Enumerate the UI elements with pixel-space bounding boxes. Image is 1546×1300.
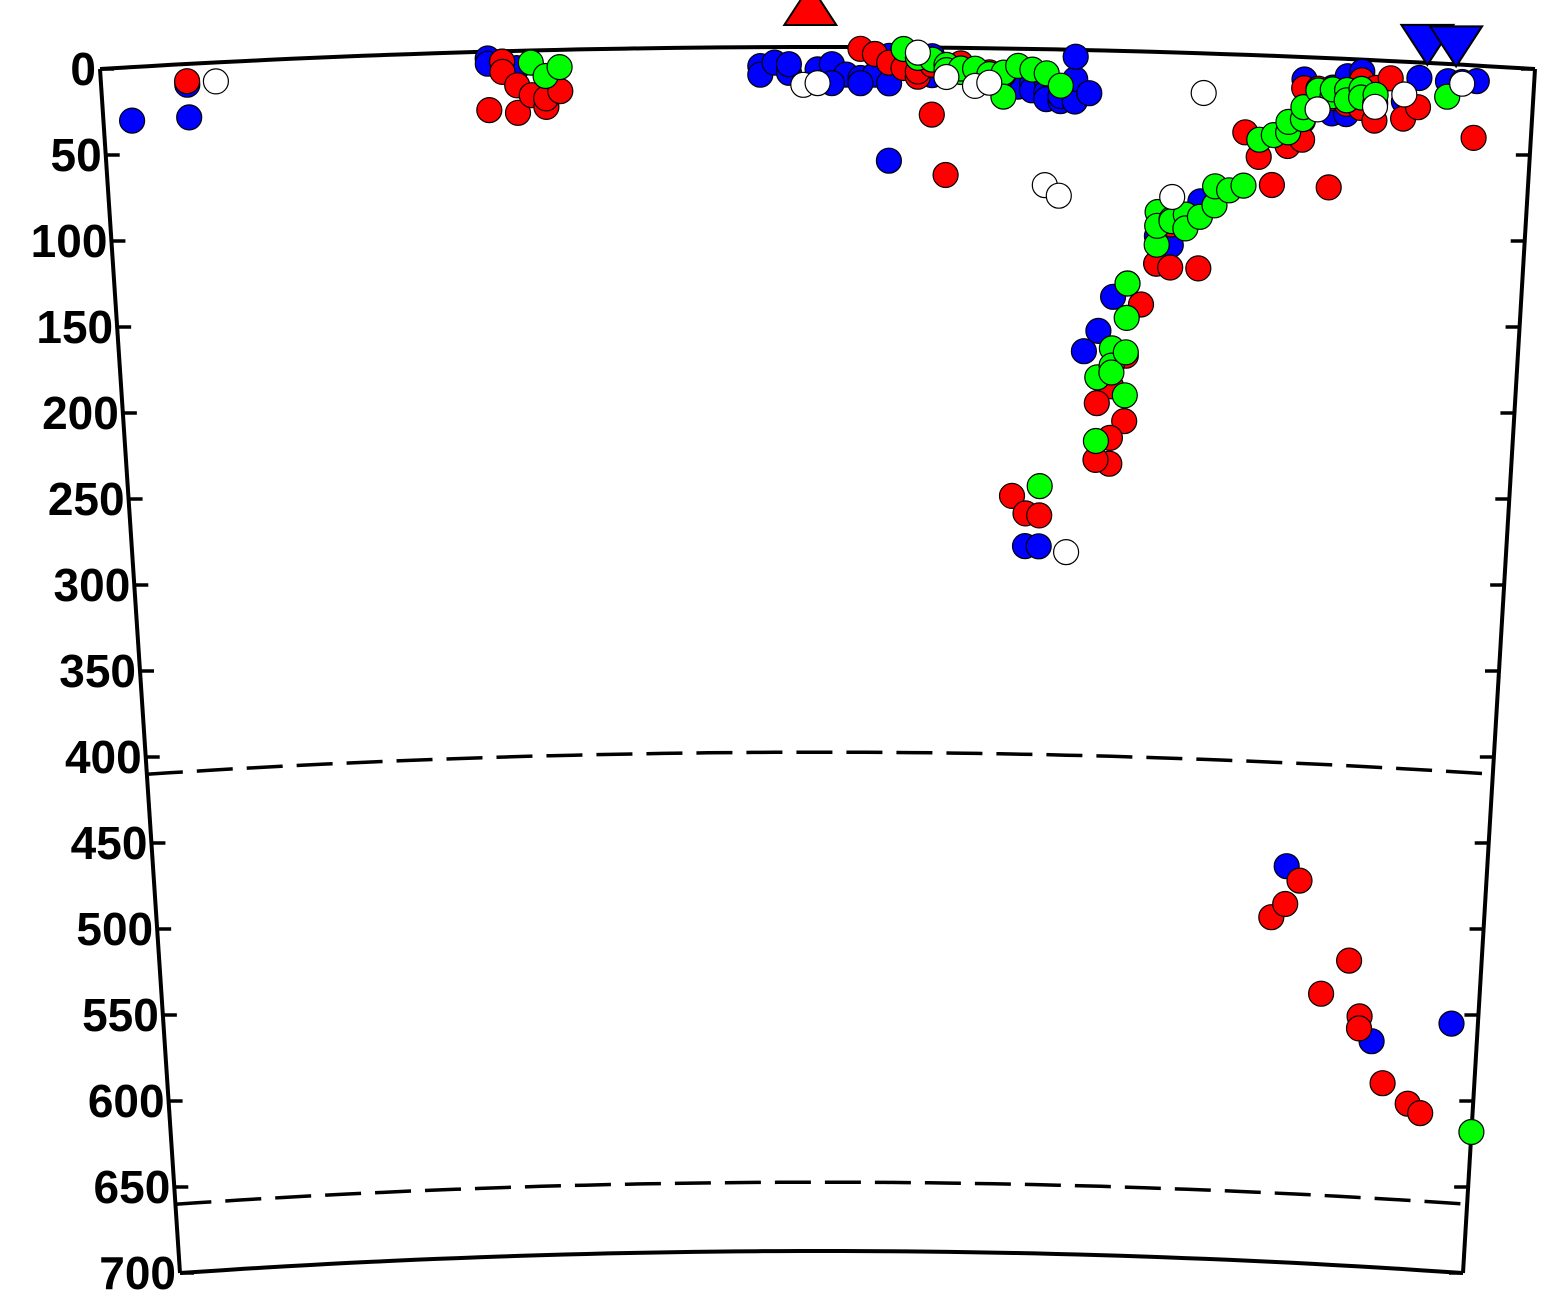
hypocenter-point — [1304, 96, 1331, 123]
hypocenter-point — [119, 107, 146, 134]
hypocenter-point — [1098, 359, 1125, 386]
hypocenter-point — [1070, 338, 1098, 365]
depth-tick-label: 50 — [51, 129, 102, 181]
hypocenter-point — [1114, 270, 1141, 297]
surface-markers — [782, 0, 1484, 69]
hypocenter-point — [1460, 124, 1487, 151]
hypocenter-point — [918, 101, 945, 128]
hypocenter-point — [932, 161, 959, 189]
mantle-discontinuities — [146, 750, 1493, 1206]
hypocenter-point — [1076, 80, 1103, 107]
hypocenter-point — [1082, 427, 1110, 455]
hypocenter-point — [1335, 947, 1363, 974]
hypocenter-point — [775, 51, 803, 78]
hypocenter-point — [1286, 867, 1313, 894]
bottom-line — [179, 1249, 1464, 1275]
hypocenter-point — [1185, 255, 1212, 282]
hypocenter-point — [1345, 1015, 1373, 1042]
depth-tick-label: 550 — [82, 989, 159, 1041]
hypocenter-point — [1085, 317, 1112, 344]
hypocenter-point — [1026, 473, 1053, 500]
hypocenter-point — [1112, 339, 1139, 366]
hypocenter-point — [804, 69, 831, 97]
hypocenter-point — [1045, 182, 1072, 209]
cross-section-frame — [98, 45, 1537, 1275]
hypocenter-point — [1111, 408, 1138, 435]
depth-tick-label: 400 — [65, 731, 142, 783]
depth-tick-label: 500 — [76, 903, 153, 955]
depth-tick-label: 700 — [99, 1247, 176, 1299]
earthquake-hypocenters — [119, 35, 1490, 1146]
surface-line — [99, 45, 1536, 71]
hypocenter-point — [1230, 172, 1257, 199]
hypocenter-point — [976, 69, 1003, 96]
hypocenter-point — [504, 99, 532, 126]
hypocenter-point — [875, 147, 903, 174]
hypocenter-point — [1111, 382, 1138, 409]
hypocenter-point — [1026, 502, 1053, 529]
hypocenter-point — [998, 482, 1026, 509]
hypocenter-point — [1047, 72, 1074, 99]
hypocenter-point — [933, 63, 960, 91]
depth-tick-label: 650 — [94, 1161, 171, 1213]
hypocenter-point — [1258, 171, 1286, 199]
hypocenter-point — [1307, 980, 1335, 1007]
hypocenter-point — [1052, 538, 1080, 566]
hypocenter-point — [1062, 43, 1089, 70]
hypocenter-point — [904, 39, 932, 66]
depth-tick-label: 250 — [48, 473, 125, 525]
hypocenter-point — [1369, 1070, 1396, 1097]
hypocenter-point — [1449, 70, 1476, 97]
hypocenter-point — [1407, 1099, 1434, 1127]
discontinuity-410 — [146, 750, 1493, 776]
depth-tick-label: 300 — [54, 559, 131, 611]
hypocenter-point — [847, 70, 874, 97]
hypocenter-point — [1438, 1010, 1465, 1037]
hypocenter-point — [1458, 1118, 1485, 1146]
hypocenter-point — [1159, 183, 1186, 211]
hypocenter-point — [476, 96, 503, 124]
hypocenter-point — [1190, 79, 1217, 107]
hypocenter-point — [1315, 174, 1342, 201]
hypocenter-point — [1272, 890, 1299, 918]
hypocenter-point — [174, 68, 201, 95]
depth-tick-label: 0 — [70, 43, 96, 95]
volcano-marker — [782, 0, 839, 26]
discontinuity-660 — [175, 1180, 1468, 1206]
hypocenter-point — [1406, 64, 1433, 92]
hypocenter-point — [546, 53, 573, 81]
hypocenter-point — [1025, 533, 1052, 560]
depth-tick-label: 600 — [88, 1075, 165, 1127]
hypocenter-point — [1157, 254, 1184, 281]
hypocenter-point — [1083, 390, 1110, 417]
hypocenter-point — [176, 104, 203, 131]
depth-tick-label: 150 — [36, 301, 113, 353]
depth-tick-label: 100 — [31, 215, 108, 267]
depth-tick-label: 200 — [42, 387, 119, 439]
hypocenter-point — [1391, 81, 1418, 108]
depth-tick-label: 450 — [71, 817, 148, 869]
depth-axis: 0 50 100 150 200 250 300 350 400 450 500 550 600 650 7… — [31, 43, 176, 1299]
depth-tick-label: 350 — [59, 645, 136, 697]
station-marker — [1428, 25, 1484, 69]
hypocenter-point — [1113, 304, 1140, 331]
hypocenter-point — [202, 68, 229, 95]
hypocenter-point — [1361, 93, 1389, 120]
